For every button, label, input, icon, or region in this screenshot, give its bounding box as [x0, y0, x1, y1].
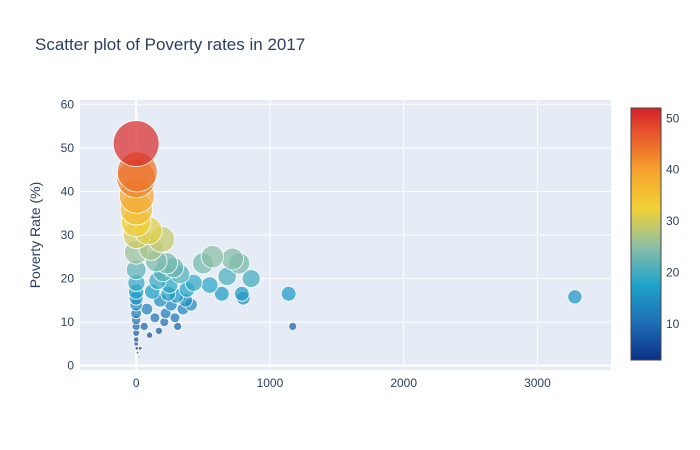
data-point [149, 312, 161, 324]
data-point [221, 247, 244, 271]
colorbar-tick-label: 20 [666, 266, 680, 280]
data-point [139, 322, 149, 331]
data-point [154, 326, 163, 335]
data-point [135, 350, 140, 355]
x-tick-label: 1000 [257, 376, 284, 390]
data-point [169, 312, 181, 324]
data-point [173, 322, 183, 331]
colorbar-tick-label: 50 [666, 111, 680, 125]
y-tick-label: 50 [61, 141, 75, 155]
colorbar-tick-label: 40 [666, 163, 680, 177]
y-tick-label: 30 [61, 228, 75, 242]
y-tick-label: 0 [67, 359, 74, 373]
data-point [241, 269, 261, 288]
data-point [112, 120, 160, 167]
colorbar-tick-label: 10 [666, 317, 680, 331]
data-point [137, 355, 141, 359]
data-point [280, 285, 297, 302]
y-tick-label: 20 [61, 272, 75, 286]
x-tick-label: 0 [133, 376, 140, 390]
x-axis-ticks: 0 1000 2000 3000 [133, 376, 551, 390]
y-tick-label: 60 [61, 97, 75, 111]
data-point [234, 285, 250, 302]
data-point [146, 331, 154, 339]
data-points [112, 120, 583, 359]
data-point [567, 289, 583, 305]
colorbar-ticks: 10 20 30 40 50 [666, 111, 680, 331]
colorbar-tick-label: 30 [666, 214, 680, 228]
chart-title: Scatter plot of Poverty rates in 2017 [35, 35, 305, 54]
x-tick-label: 3000 [524, 376, 551, 390]
y-axis-title: Poverty Rate (%) [27, 182, 43, 289]
data-point [184, 273, 203, 292]
data-point [133, 336, 140, 343]
y-axis-ticks: 0 10 20 30 40 50 60 [61, 97, 75, 372]
data-point [200, 245, 225, 269]
data-point [288, 322, 298, 331]
y-tick-label: 10 [61, 315, 75, 329]
x-tick-label: 2000 [390, 376, 417, 390]
data-point [201, 276, 219, 294]
colorbar [630, 107, 662, 361]
data-point [137, 346, 143, 351]
y-tick-label: 40 [61, 184, 75, 198]
data-point [213, 285, 230, 302]
